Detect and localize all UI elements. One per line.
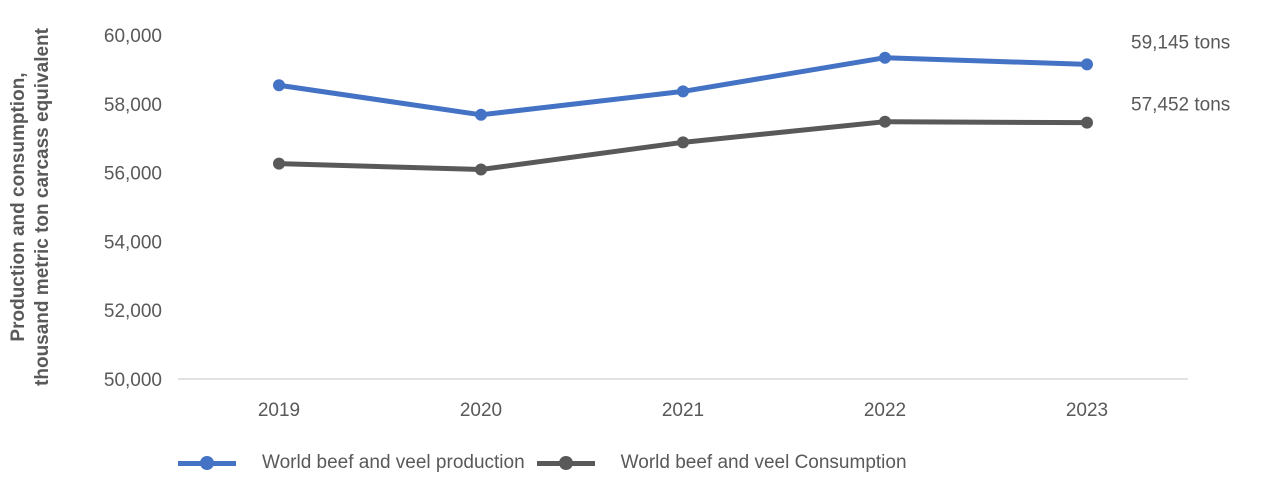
legend-swatch-consumption xyxy=(536,456,595,470)
data-point xyxy=(879,115,891,128)
y-axis-title: Production and consumption, thousand metr… xyxy=(8,27,53,386)
data-point xyxy=(677,85,689,98)
y-tick-label: 60,000 xyxy=(104,26,162,47)
data-point xyxy=(273,157,285,170)
x-tick-label: 2020 xyxy=(460,400,502,421)
y-tick-label: 54,000 xyxy=(104,232,162,253)
y-axis-ticks: 50,000 52,000 54,000 56,000 58,000 60,000 xyxy=(104,26,162,391)
y-axis-title-line: thousand metric ton carcass equivalent xyxy=(32,27,53,386)
series-layer xyxy=(273,51,1093,176)
line-chart: Production and consumption, thousand metr… xyxy=(8,26,1230,421)
x-tick-label: 2021 xyxy=(662,400,704,421)
series-end-label: 59,145 tons xyxy=(1131,32,1230,53)
data-point xyxy=(677,136,689,149)
y-tick-label: 50,000 xyxy=(104,370,162,391)
y-tick-label: 56,000 xyxy=(104,164,162,185)
data-point xyxy=(475,108,487,121)
data-point xyxy=(1081,116,1093,129)
y-tick-label: 52,000 xyxy=(104,301,162,322)
data-point xyxy=(475,163,487,176)
legend-label-production: World beef and veel production xyxy=(262,452,525,473)
legend-item-consumption: World beef and veel Consumption xyxy=(536,452,907,474)
data-point xyxy=(879,51,891,64)
legend: World beef and veel production World bee… xyxy=(178,452,919,474)
legend-label-consumption: World beef and veel Consumption xyxy=(620,452,907,473)
x-tick-label: 2019 xyxy=(258,400,300,421)
y-axis-title-line: Production and consumption, xyxy=(8,72,29,341)
data-point xyxy=(1081,58,1093,71)
x-axis-ticks: 2019 2020 2021 2022 2023 xyxy=(258,400,1108,421)
data-point xyxy=(273,79,285,92)
legend-swatch-production xyxy=(178,456,236,470)
x-tick-label: 2022 xyxy=(864,400,906,421)
x-tick-label: 2023 xyxy=(1066,400,1108,421)
end-labels: 59,145 tons 57,452 tons xyxy=(1131,32,1230,115)
series-end-label: 57,452 tons xyxy=(1131,95,1230,116)
legend-item-production: World beef and veel production xyxy=(178,452,525,474)
y-tick-label: 58,000 xyxy=(104,95,162,116)
